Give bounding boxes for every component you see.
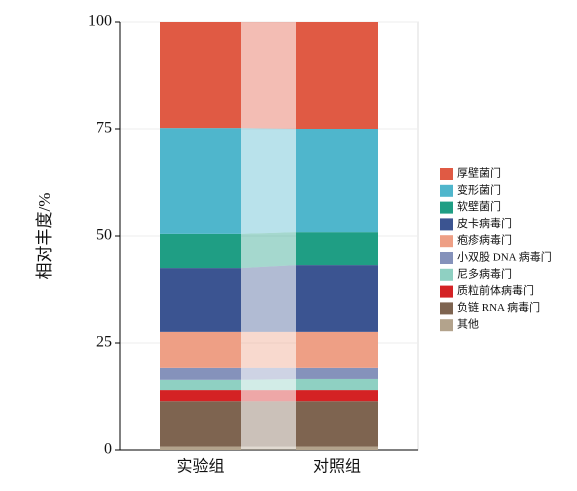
flow-band [241, 128, 296, 234]
y-tick-label: 50 [96, 227, 112, 244]
flow-band [241, 367, 296, 380]
flow-band [241, 446, 296, 450]
legend-swatch [440, 184, 453, 197]
bar-segment [296, 22, 378, 129]
flow-band [241, 265, 296, 332]
legend-label: 负链 RNA 病毒门 [457, 300, 540, 314]
legend-swatch [440, 168, 453, 180]
bar-segment [160, 331, 241, 368]
bar-segment [296, 390, 378, 402]
legend-swatch [440, 285, 453, 298]
legend-swatch [440, 201, 453, 214]
bar-segment [296, 129, 378, 233]
legend-label: 尼多病毒门 [457, 266, 512, 280]
legend-swatch [440, 235, 453, 248]
bar-segment [296, 331, 378, 368]
bar-segment [160, 268, 241, 332]
legend-swatch [440, 268, 453, 281]
x-tick-label: 实验组 [176, 458, 224, 476]
legend-label: 质粒前体病毒门 [457, 283, 534, 297]
flow-band [241, 22, 296, 129]
y-axis-label: 相对丰度/% [35, 193, 54, 280]
legend-label: 变形菌门 [457, 182, 501, 196]
legend-label: 疱疹病毒门 [457, 233, 512, 247]
bar-segment [296, 265, 378, 332]
y-tick-label: 75 [96, 120, 112, 137]
legend-label: 软壁菌门 [457, 199, 501, 213]
legend-swatch [440, 218, 453, 231]
bar-segment [296, 401, 378, 447]
bar-segment [296, 232, 378, 266]
flow-band [241, 232, 296, 269]
bar-segment [160, 22, 241, 129]
legend-label: 厚壁菌门 [457, 166, 501, 180]
x-tick-label: 对照组 [313, 458, 361, 476]
bar-segment [160, 233, 241, 269]
bar-segment [160, 390, 241, 402]
flow-band [241, 331, 296, 368]
legend-swatch [440, 319, 453, 332]
y-tick-label: 0 [104, 441, 112, 458]
flow-band [241, 390, 296, 402]
bar-segment [296, 378, 378, 391]
bar-segment [296, 446, 378, 450]
legend-label: 其他 [457, 318, 479, 331]
y-tick-label: 100 [88, 13, 112, 30]
y-tick-label: 25 [96, 334, 112, 351]
bar-segment [160, 379, 241, 391]
bar-segment [160, 401, 241, 447]
bar-segment [160, 446, 241, 450]
bar-segment [296, 367, 378, 379]
legend-swatch [440, 252, 453, 264]
legend-label: 小双股 DNA 病毒门 [457, 250, 552, 264]
bar-segment [160, 367, 241, 380]
flow-band [241, 378, 296, 391]
legend-swatch [440, 302, 453, 315]
legend-label: 皮卡病毒门 [457, 216, 512, 230]
flow-band [241, 401, 296, 447]
bar-segment [160, 128, 241, 234]
